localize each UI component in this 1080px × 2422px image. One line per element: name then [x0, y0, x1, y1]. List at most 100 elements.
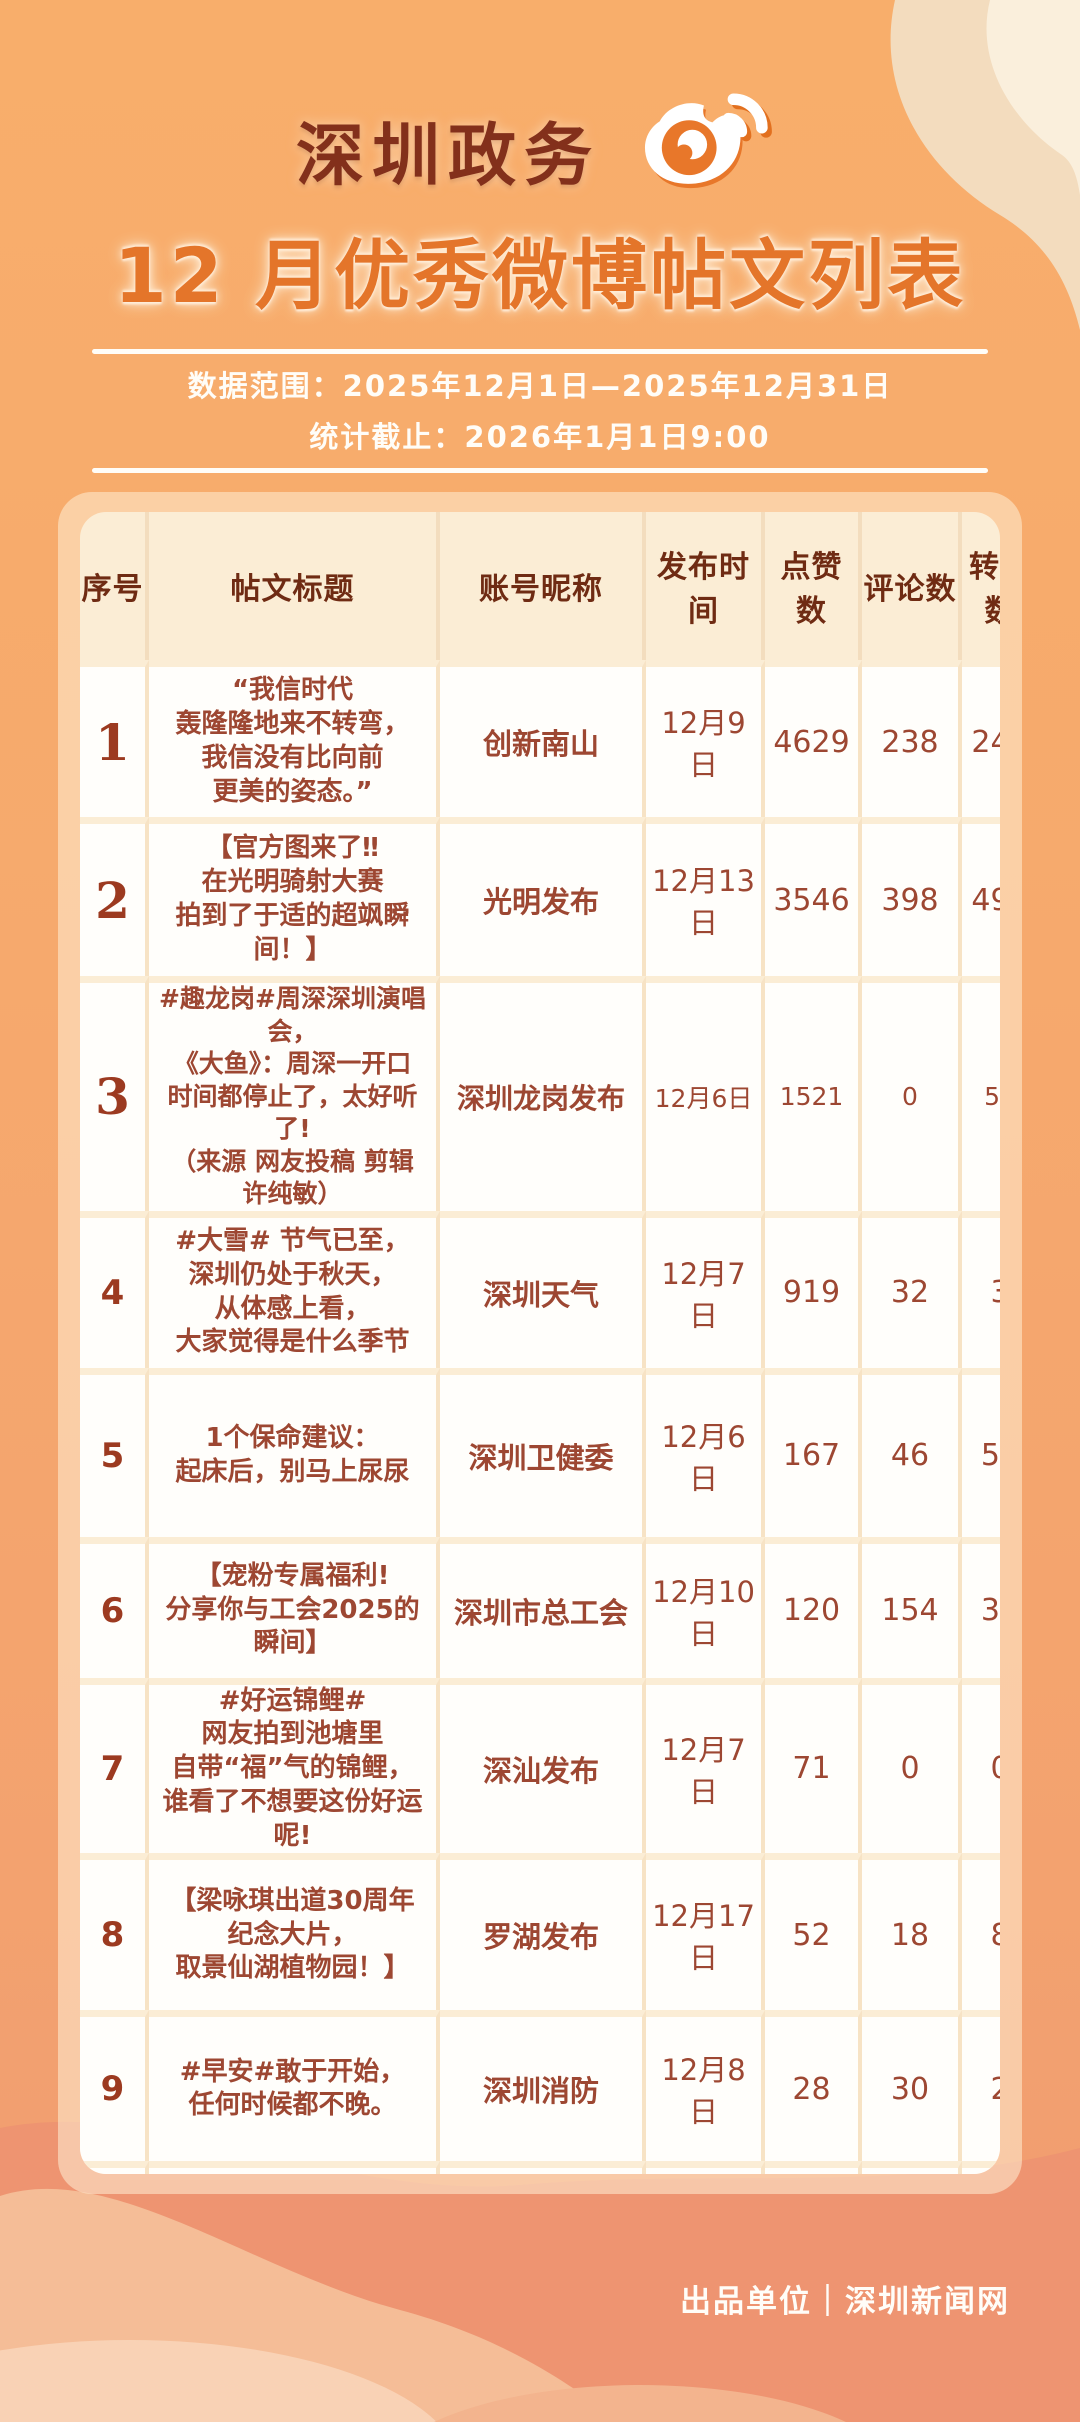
account-name: 福田发布	[440, 2161, 646, 2174]
table-row: 9#早安#敢于开始， 任何时候都不晚。深圳消防12月8日28302	[80, 2010, 1000, 2162]
post-title: 【#工作性抑郁的9个征兆#】	[149, 2161, 440, 2174]
row-number: 3	[80, 976, 149, 1211]
post-title: #好运锦鲤# 网友拍到池塘里 自带“福”气的锦鲤， 谁看了不想要这份好运呢!	[149, 1677, 440, 1854]
brand-row: 深圳政务	[0, 88, 1080, 210]
table-row: 2 【官方图来了‼ 在光明骑射大赛 拍到了于适的超飒瞬间！】 光明发布 12月13日 3…	[80, 817, 1000, 976]
bottom-blob-small	[434, 2385, 846, 2422]
publish-date: 12月6日	[646, 976, 765, 1211]
footer: 出品单位｜深圳新闻网	[680, 2276, 1010, 2321]
stat-deadline-text: 统计截止：2026年1月1日9:00	[309, 420, 771, 454]
likes-count: 919	[765, 1210, 862, 1368]
account-name: 罗湖发布	[440, 1853, 646, 2011]
comments-count: 398	[862, 817, 962, 976]
comments-count: 18	[862, 1853, 962, 2011]
account-name: 创新南山	[440, 660, 646, 817]
likes-count: 52	[765, 1853, 862, 2011]
credit-text: 出品单位｜深圳新闻网	[680, 2284, 1010, 2320]
comments-count: 30	[862, 2010, 962, 2162]
table-row: 8 【梁咏琪出道30周年 纪念大片， 取景仙湖植物园！】 罗湖发布 12月17日 52 1…	[80, 1853, 1000, 2011]
account-name: 光明发布	[440, 817, 646, 976]
table-row: 4 #大雪# 节气已至， 深圳仍处于秋天， 从体感上看， 大家觉得是什么季节 深圳天…	[80, 1210, 1000, 1368]
comments-count: 0	[862, 976, 962, 1211]
column-header: 发布时间	[646, 512, 765, 660]
column-header: 转发数	[969, 550, 1000, 629]
account-name: 深圳卫健委	[440, 1367, 646, 1537]
reposts-count: 493	[962, 817, 1000, 976]
row-number: 8	[80, 1853, 149, 2011]
row-number: 9	[80, 2010, 149, 2162]
post-title: 【官方图来了‼ 在光明骑射大赛 拍到了于适的超飒瞬间！】	[149, 817, 440, 976]
post-title: #大雪# 节气已至， 深圳仍处于秋天， 从体感上看， 大家觉得是什么季节	[149, 1210, 440, 1368]
account-name: 深圳市总工会	[440, 1536, 646, 1678]
likes-count: 4629	[765, 660, 862, 817]
row-number: 6	[80, 1536, 149, 1678]
likes-count: 1521	[765, 976, 862, 1211]
row-number: 10	[80, 2161, 149, 2174]
reposts-count: 243	[962, 660, 1000, 817]
table-header-row: 序号帖文标题账号昵称发布时间点赞数评论数转发数	[80, 512, 1000, 660]
posts-table: 序号帖文标题账号昵称发布时间点赞数评论数转发数 1“我信时代 轰隆隆地来不转弯，…	[80, 512, 1000, 2174]
publish-date: 12月13日	[646, 817, 765, 976]
comments-count: 238	[862, 660, 962, 817]
publish-date: 12月25日	[646, 2161, 765, 2174]
weibo-icon	[644, 93, 772, 189]
likes-count: 25	[765, 2161, 862, 2174]
row-number: 2	[80, 817, 149, 976]
likes-count: 28	[765, 2010, 862, 2162]
post-title: “我信时代 轰隆隆地来不转弯， 我信没有比向前 更美的姿态。”	[149, 660, 440, 817]
comments-count: 0	[862, 2161, 962, 2174]
likes-count: 167	[765, 1367, 862, 1537]
row-number: 7	[80, 1677, 149, 1854]
table-row: 1 “我信时代 轰隆隆地来不转弯， 我信没有比向前 更美的姿态。” 创新南山 12月9…	[80, 660, 1000, 817]
publish-date: 12月9日	[646, 660, 765, 817]
divider-line-bottom	[92, 468, 988, 473]
reposts-count: 39	[962, 1536, 1000, 1678]
meta-section: 数据范围：2025年12月1日—2025年12月31日 统计截止：2026年1月…	[92, 349, 988, 473]
account-name: 深汕发布	[440, 1677, 646, 1854]
post-title: #早安#敢于开始， 任何时候都不晚。	[149, 2010, 440, 2162]
likes-count: 71	[765, 1677, 862, 1854]
table-card: 序号帖文标题账号昵称发布时间点赞数评论数转发数 1“我信时代 轰隆隆地来不转弯，…	[80, 512, 1000, 2174]
publish-date: 12月17日	[646, 1853, 765, 2011]
column-header: 评论数	[862, 512, 962, 660]
reposts-count: 3	[962, 1210, 1000, 1368]
reposts-count: 56	[962, 976, 1000, 1211]
comments-count: 46	[862, 1367, 962, 1537]
publish-date: 12月10日	[646, 1536, 765, 1678]
row-number: 5	[80, 1367, 149, 1537]
comments-count: 32	[862, 1210, 962, 1368]
reposts-count: 2	[962, 2010, 1000, 2162]
reposts-count: 8	[962, 1853, 1000, 2011]
reposts-count: 0	[962, 1677, 1000, 1854]
corner-wave-light	[986, 0, 1080, 195]
divider-line-top	[92, 349, 988, 354]
table-body: 1 “我信时代 轰隆隆地来不转弯， 我信没有比向前 更美的姿态。” 创新南山 12月9…	[80, 660, 1000, 2174]
post-title: 1个保命建议： 起床后，别马上尿尿	[149, 1367, 440, 1537]
table-row: 3 #趣龙岗#周深深圳演唱会， 《大鱼》：周深一开口 时间都停止了，太好听了! （…	[80, 976, 1000, 1211]
column-header: 帖文标题	[149, 512, 440, 660]
table-row: 6 【宠粉专属福利! 分享你与工会2025的瞬间】 深圳市总工会 12月10日 120 1…	[80, 1536, 1000, 1678]
likes-count: 3546	[765, 817, 862, 976]
table-row: 7 #好运锦鲤# 网友拍到池塘里 自带“福”气的锦鲤， 谁看了不想要这份好运呢! 深…	[80, 1677, 1000, 1854]
publish-date: 12月8日	[646, 2010, 765, 2162]
table-row: 10【#工作性抑郁的9个征兆#】福田发布12月25日25023	[80, 2161, 1000, 2174]
table-card-outer: 序号帖文标题账号昵称发布时间点赞数评论数转发数 1“我信时代 轰隆隆地来不转弯，…	[58, 492, 1022, 2194]
account-name: 深圳消防	[440, 2010, 646, 2162]
post-title: 【宠粉专属福利! 分享你与工会2025的瞬间】	[149, 1536, 440, 1678]
row-number: 4	[80, 1210, 149, 1368]
bottom-blob-lighter	[0, 2340, 437, 2422]
column-header: 账号昵称	[440, 512, 646, 660]
likes-count: 120	[765, 1536, 862, 1678]
post-title: #趣龙岗#周深深圳演唱会， 《大鱼》：周深一开口 时间都停止了，太好听了! （来…	[149, 976, 440, 1211]
column-header: 点赞数	[765, 512, 862, 660]
reposts-count: 23	[962, 2161, 1000, 2174]
account-name: 深圳天气	[440, 1210, 646, 1368]
publish-date: 12月6日	[646, 1367, 765, 1537]
page-title: 12 月优秀微博帖文列表	[113, 231, 967, 320]
column-header: 序号	[80, 512, 149, 660]
publish-date: 12月7日	[646, 1677, 765, 1854]
comments-count: 0	[862, 1677, 962, 1854]
